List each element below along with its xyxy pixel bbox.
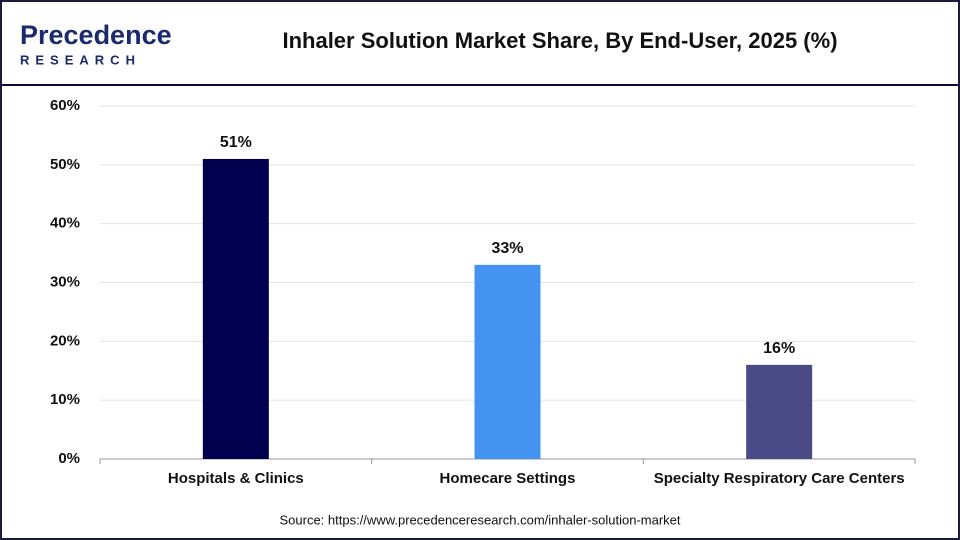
x-tick-label: Homecare Settings [440, 470, 576, 487]
y-tick-label: 60% [50, 97, 80, 114]
source: Source: https://www.precedenceresearch.c… [279, 512, 680, 527]
bar [474, 264, 541, 459]
bar [746, 364, 813, 459]
y-tick-label: 40% [50, 215, 80, 232]
bar [202, 158, 269, 459]
logo-sub: RESEARCH [20, 52, 141, 67]
y-tick-label: 20% [50, 332, 80, 349]
y-tick-label: 0% [58, 450, 80, 467]
x-tick-label: Hospitals & Clinics [168, 470, 304, 487]
value-label: 16% [763, 340, 795, 357]
y-tick-label: 30% [50, 273, 80, 290]
y-tick-label: 50% [50, 156, 80, 173]
logo-name: Precedence [20, 20, 172, 50]
y-tick-label: 10% [50, 391, 80, 408]
x-tick-label: Specialty Respiratory Care Centers [654, 470, 905, 487]
chart-title: Inhaler Solution Market Share, By End-Us… [282, 28, 837, 53]
value-label: 33% [491, 240, 523, 257]
value-label: 51% [220, 134, 252, 151]
